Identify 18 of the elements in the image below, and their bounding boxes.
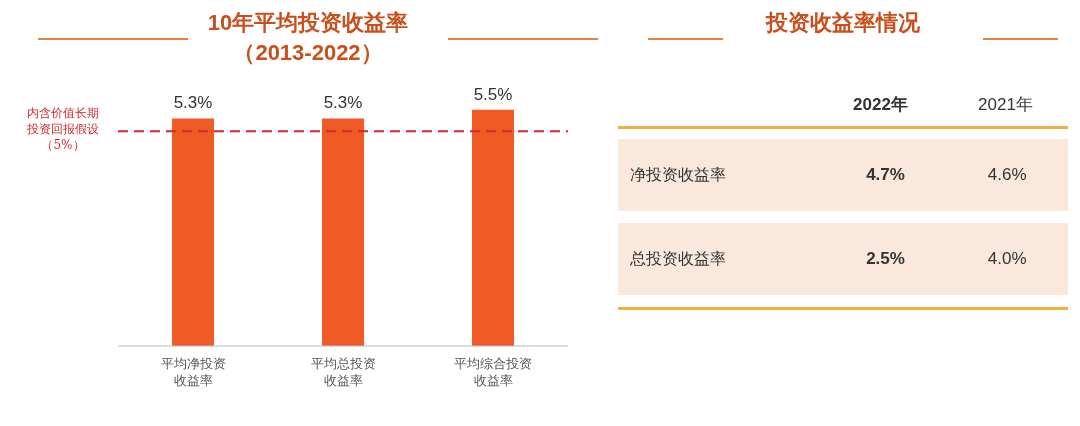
- text: 4.0%: [986, 249, 1028, 269]
- text: 投资收益率情况: [764, 9, 921, 37]
- text: 2021年: [977, 94, 1034, 116]
- text: 2.5%: [865, 249, 906, 269]
- text: 2022年: [852, 94, 909, 116]
- x-tick-label: 平均综合投资收益率: [454, 356, 532, 388]
- data-label: 5.5%: [473, 84, 513, 104]
- text: 总投资收益率: [629, 248, 727, 270]
- text: 净投资收益率: [629, 164, 727, 186]
- x-tick-label: 平均总投资收益率: [310, 356, 376, 388]
- data-label: 5.3%: [173, 93, 213, 113]
- data-label: 5.3%: [323, 93, 363, 113]
- x-tick-label: 平均净投资收益率: [160, 356, 226, 388]
- text: 4.7%: [865, 165, 906, 185]
- text: 4.6%: [986, 165, 1028, 185]
- chart-title: 10年平均投资收益率: [206, 9, 410, 37]
- ref-line-label: 内含价值长期投资回报假设（5%）: [26, 106, 99, 153]
- chart-subtitle: （2013-2022）: [232, 39, 384, 67]
